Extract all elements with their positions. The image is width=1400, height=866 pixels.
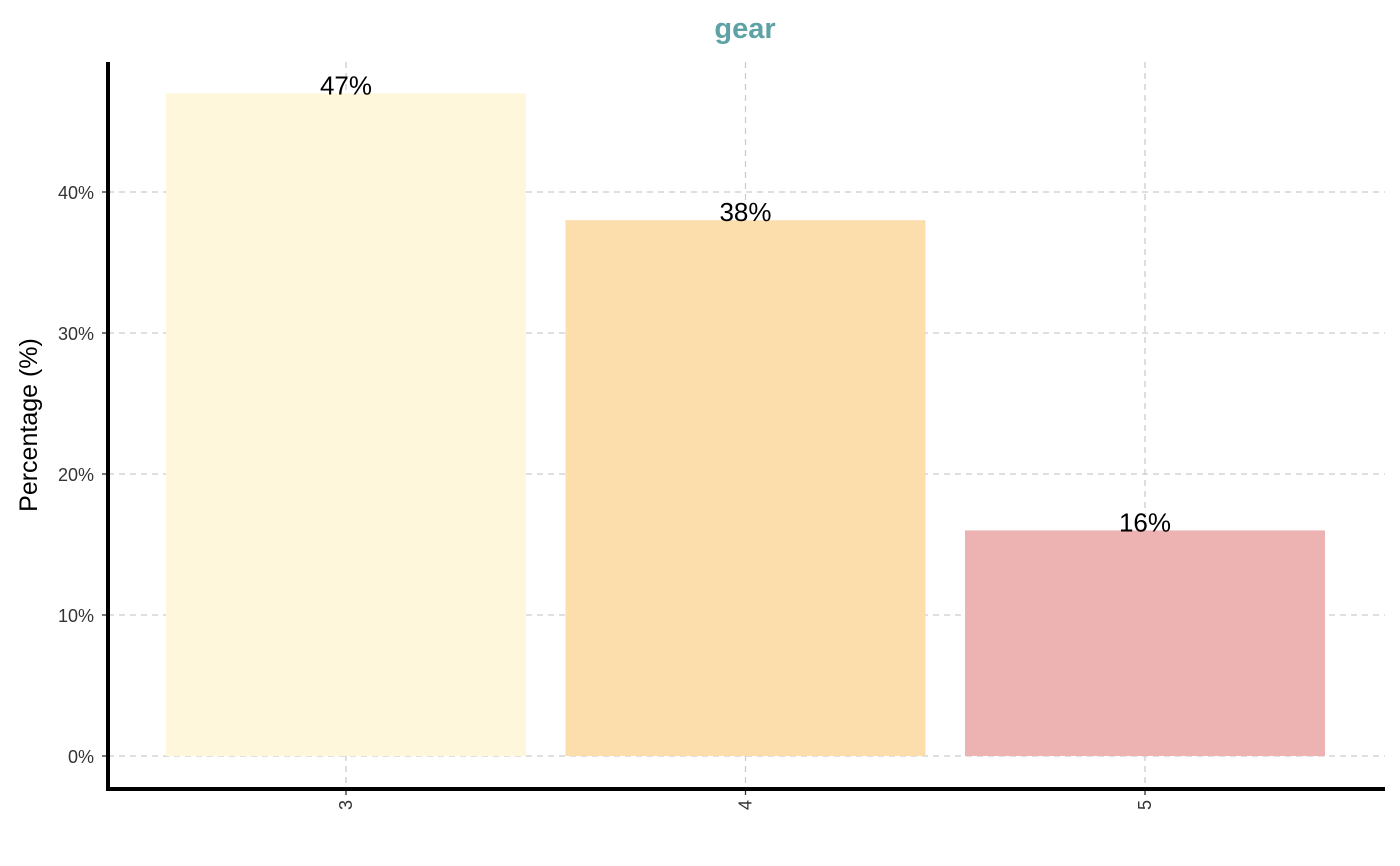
x-tick-label: 5 [1135,800,1155,810]
y-tick-label: 10% [58,606,94,626]
chart-title: gear [714,13,775,45]
axis-layer: 0% 10% 20% 30% 40% 3 4 5 [58,62,1385,810]
bar-layer [166,93,1325,757]
label-layer: 47% 38% 16% [320,70,1171,537]
y-tick-label: 0% [68,747,94,767]
x-tick-label: 4 [736,800,756,810]
bar-gear-3 [166,93,526,757]
y-axis-label: Percentage (%) [15,338,43,512]
y-tick-label: 30% [58,324,94,344]
y-tick-label: 20% [58,465,94,485]
data-label: 16% [1119,507,1171,537]
data-label: 38% [719,197,771,227]
x-tick-label: 3 [336,800,356,810]
bar-gear-5 [965,530,1325,756]
bar-gear-4 [565,220,926,756]
y-tick-label: 40% [58,183,94,203]
data-label: 47% [320,70,372,100]
